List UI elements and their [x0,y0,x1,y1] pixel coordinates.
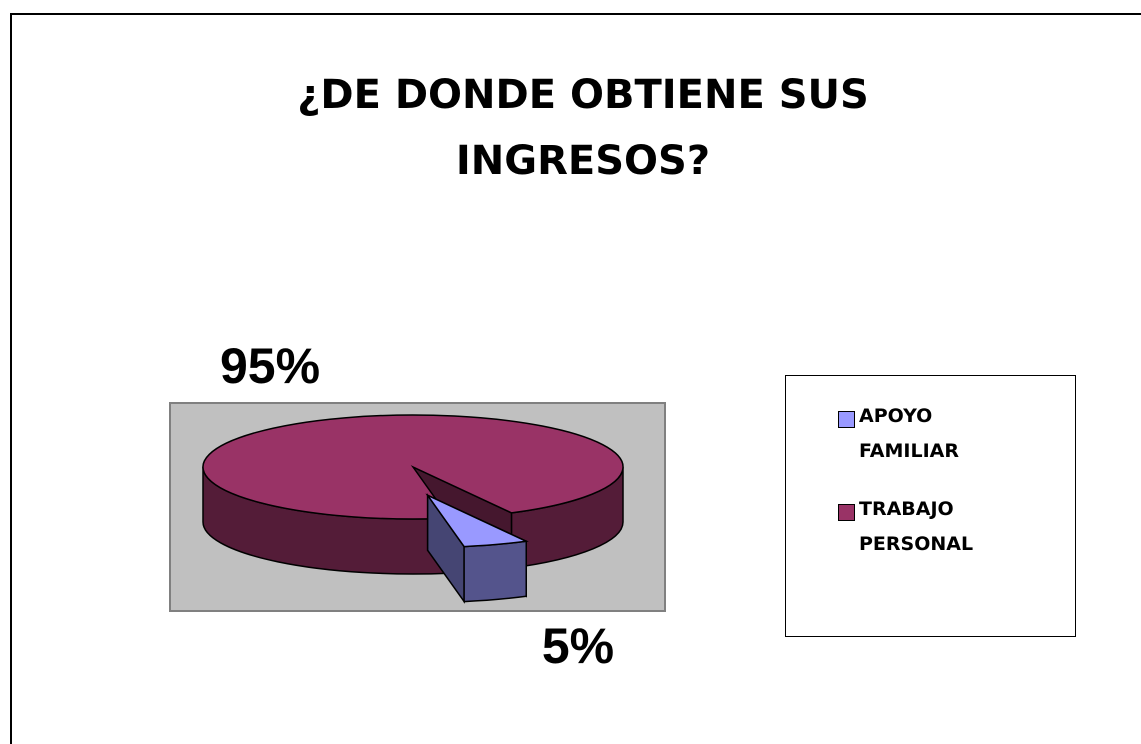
legend-label: TRABAJO PERSONAL [859,498,974,555]
legend: APOYO FAMILIAR TRABAJO PERSONAL [785,375,1076,637]
chart-title: ¿DE DONDE OBTIENE SUS INGRESOS? [297,72,869,184]
data-label: 95% [220,338,320,394]
pie-slice [425,493,529,604]
slide-frame [10,13,1141,744]
slice-side [463,540,527,603]
pie-slice [202,414,624,576]
slice-top [202,414,624,520]
data-label: 5% [542,618,614,674]
legend-swatch [838,411,855,428]
legend-label: APOYO FAMILIAR [859,405,959,462]
legend-swatch [838,504,855,521]
legend-item: TRABAJO PERSONAL [838,498,1075,562]
slice-top [425,493,529,548]
legend-item: APOYO FAMILIAR [838,405,1075,469]
